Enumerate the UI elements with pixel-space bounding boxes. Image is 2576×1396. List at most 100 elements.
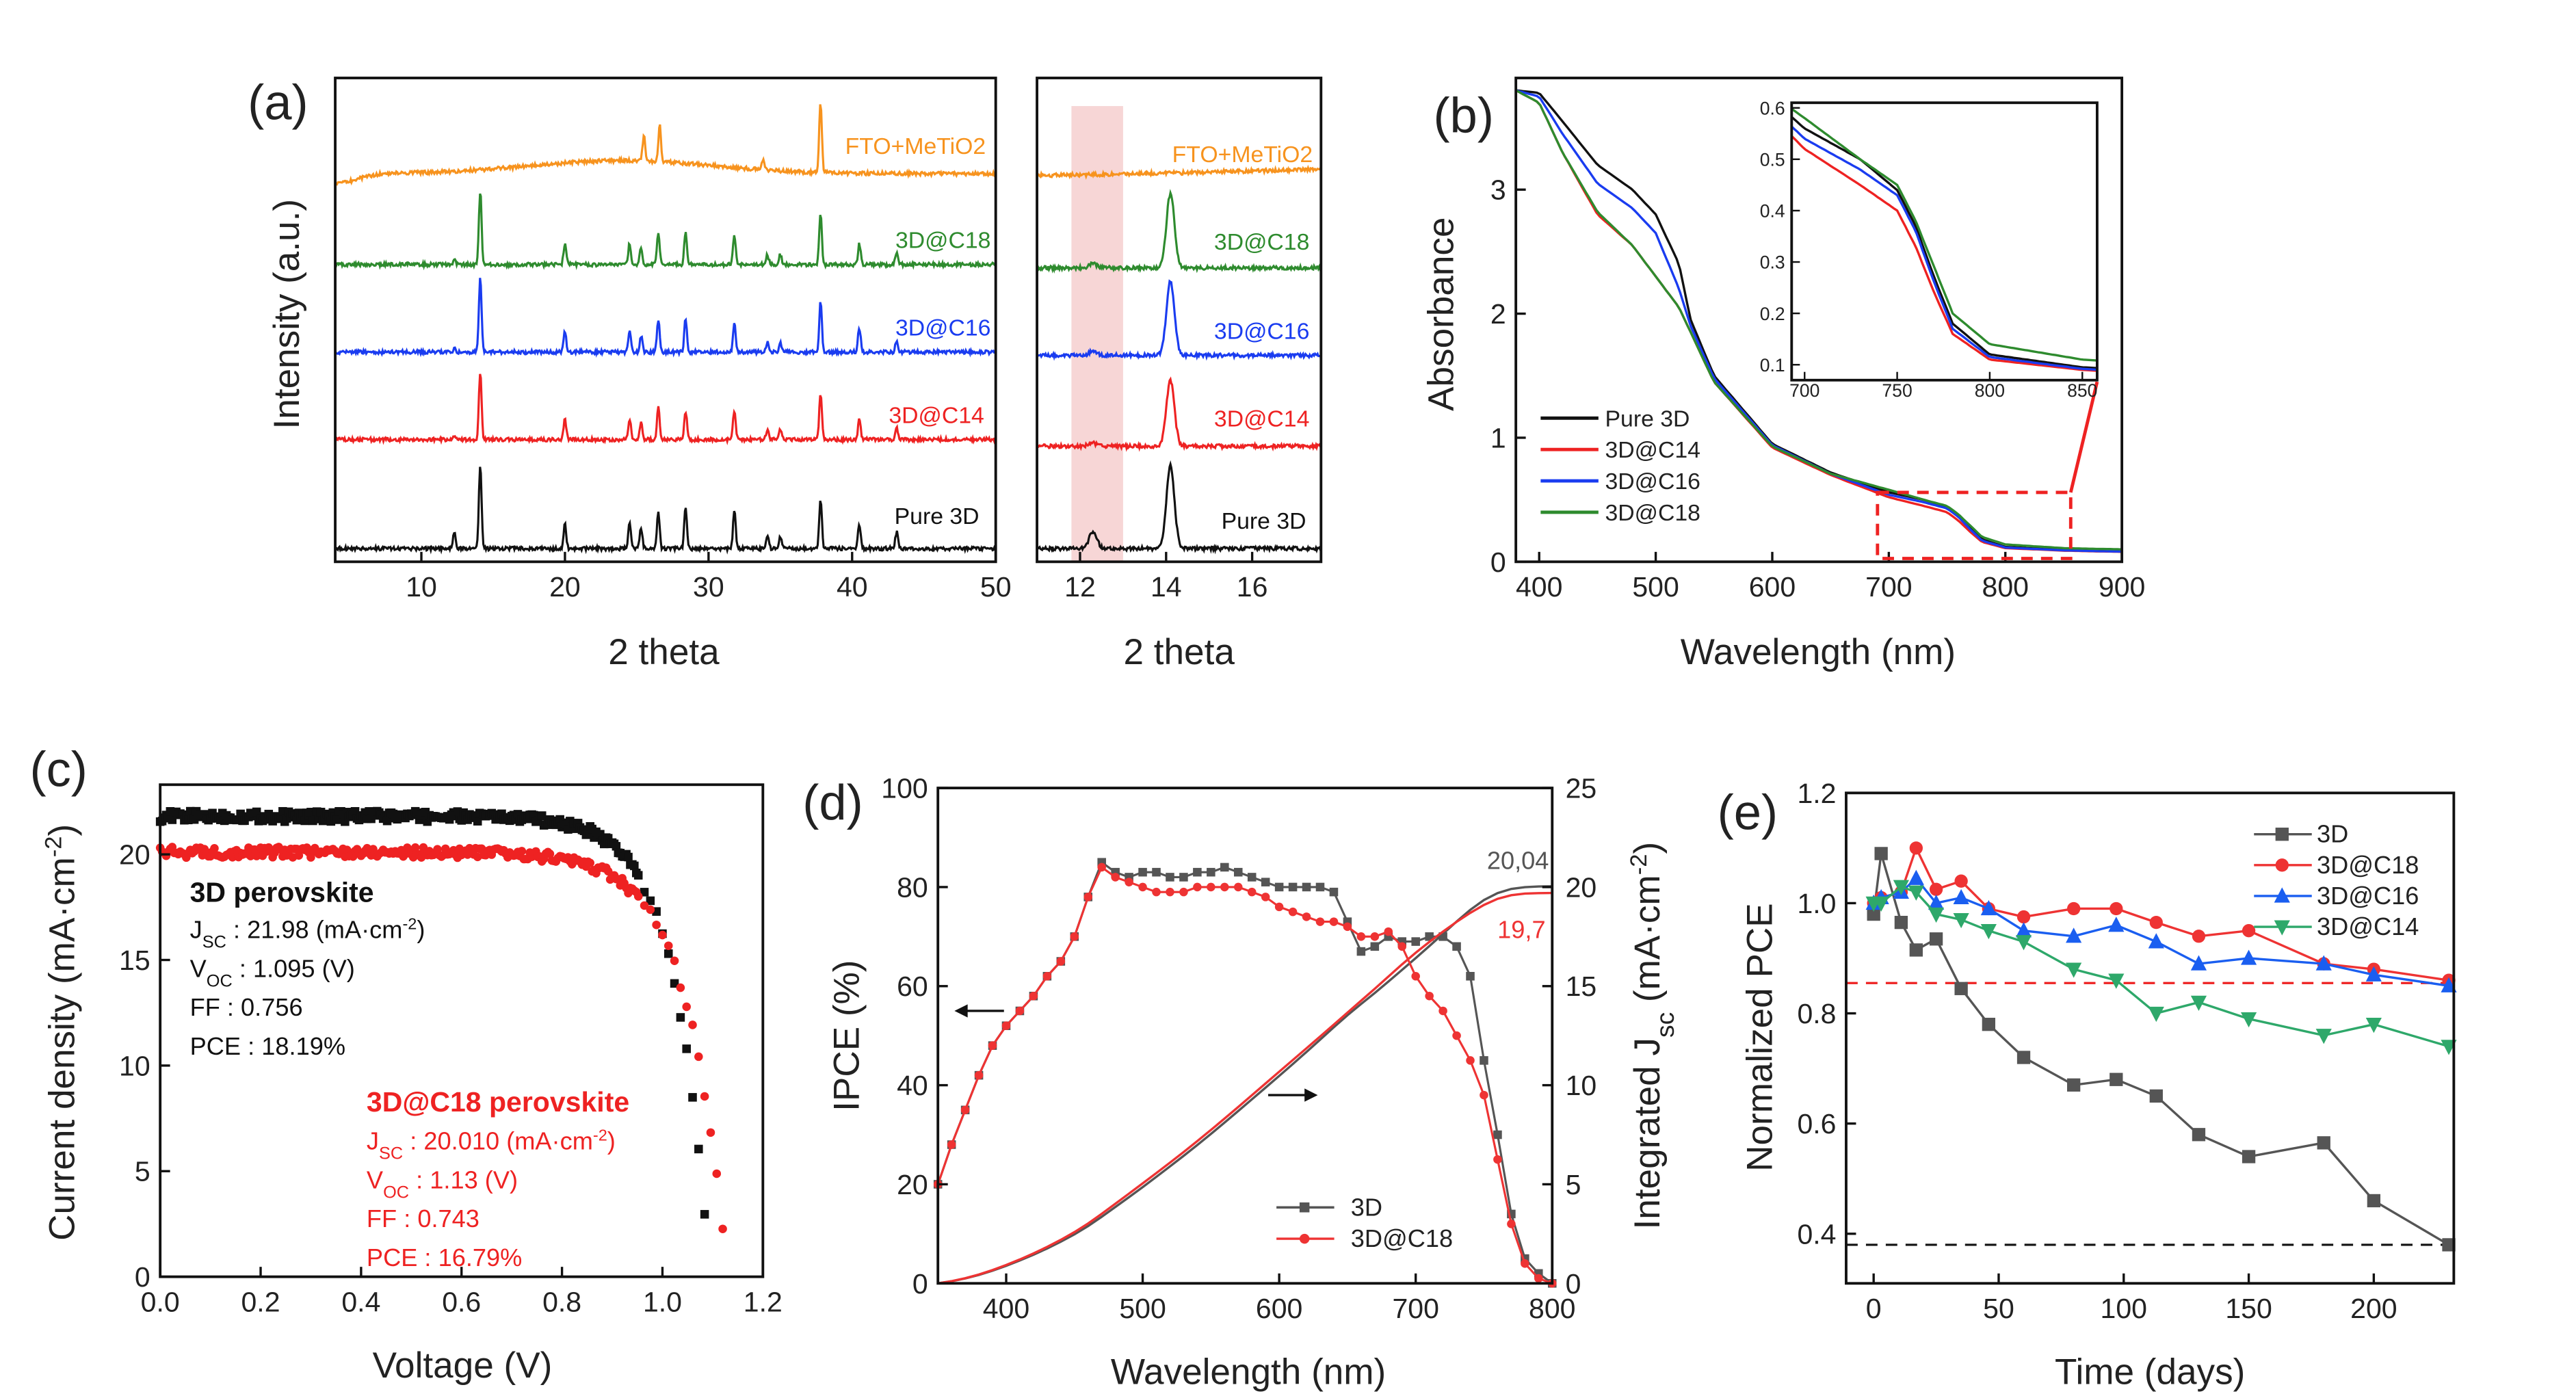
data-point bbox=[1908, 869, 1924, 885]
plot-frame bbox=[334, 77, 997, 564]
data-point bbox=[1982, 1018, 1996, 1031]
data-point bbox=[1179, 873, 1188, 882]
plot-frame bbox=[936, 787, 1554, 1285]
data-point bbox=[694, 1144, 703, 1154]
text-part: FF bbox=[367, 1204, 397, 1233]
y-axis-label: Normalized PCE bbox=[1739, 903, 1780, 1172]
zoom-series-label: Pure 3D bbox=[1222, 508, 1306, 534]
data-point bbox=[633, 892, 643, 901]
y-tick-label: 25 bbox=[1566, 773, 1597, 804]
data-point bbox=[1274, 882, 1284, 892]
x-tick-label: 0.2 bbox=[241, 1286, 280, 1317]
data-point bbox=[1343, 922, 1352, 932]
data-point bbox=[670, 979, 679, 988]
data-point bbox=[974, 1070, 984, 1080]
data-point bbox=[676, 1013, 685, 1022]
y-tick-label: 2 bbox=[1490, 298, 1506, 330]
x-axis-label: 2 theta bbox=[608, 632, 720, 672]
panel-a: (a) Intensity (a.u.) 2 theta 2 theta FTO+MeT… bbox=[248, 75, 1323, 672]
x-tick-label: 800 bbox=[1529, 1293, 1575, 1324]
text-part: OC bbox=[383, 1183, 409, 1202]
data-point bbox=[700, 1092, 709, 1101]
data-point bbox=[2275, 828, 2289, 841]
text-part: sc bbox=[1651, 1012, 1679, 1038]
panel-c: (c)Current density (mA·cm-2)Voltage (V)0… bbox=[29, 742, 782, 1386]
data-point bbox=[1928, 907, 1945, 923]
ipce-series-1: 19,7 bbox=[933, 862, 1557, 1288]
zoom-series-line bbox=[1036, 189, 1322, 274]
data-point bbox=[1425, 991, 1434, 1001]
data-point bbox=[1261, 878, 1270, 886]
zoom-region-marker bbox=[1876, 490, 2073, 560]
data-point bbox=[1356, 947, 1366, 956]
annotation-line: VOC : 1.095 (V) bbox=[190, 954, 355, 990]
y-tick-label: 40 bbox=[897, 1070, 928, 1101]
data-point bbox=[706, 1128, 715, 1137]
data-point bbox=[1370, 942, 1380, 951]
integrated-jsc-line bbox=[937, 891, 1553, 1285]
series-line bbox=[334, 373, 997, 446]
data-point bbox=[2190, 955, 2207, 971]
data-point bbox=[210, 844, 219, 853]
series-FTOMeTiO2: FTO+MeTiO2 FTO+MeTiO2 bbox=[334, 104, 1322, 186]
data-point bbox=[2110, 1072, 2123, 1086]
data-point bbox=[1980, 899, 1997, 916]
data-point bbox=[1466, 1056, 1475, 1065]
legend-label: 3D@C16 bbox=[1605, 469, 1700, 495]
y-tick-label: 20 bbox=[119, 839, 150, 871]
data-point bbox=[694, 1052, 703, 1062]
x-tick-label: 40 bbox=[837, 571, 868, 603]
y-tick-label: 0 bbox=[135, 1261, 150, 1293]
y-tick-label: 5 bbox=[135, 1156, 150, 1187]
data-point bbox=[1097, 862, 1106, 872]
data-point bbox=[1384, 927, 1393, 936]
text-part: : bbox=[417, 1243, 438, 1272]
annotation-line: FF : 0.756 bbox=[190, 993, 303, 1021]
data-point bbox=[2192, 1128, 2206, 1142]
legend-label: 3D@C14 bbox=[1605, 437, 1700, 463]
text-part: SC bbox=[379, 1144, 403, 1163]
data-point bbox=[1288, 882, 1298, 892]
data-point bbox=[1125, 878, 1133, 886]
data-point bbox=[1980, 924, 1997, 940]
data-point bbox=[517, 847, 527, 856]
y-tick-label: 10 bbox=[119, 1050, 150, 1081]
text-part: J bbox=[190, 916, 202, 944]
x-tick-label: 0.4 bbox=[341, 1286, 380, 1317]
text-part: 1.095 (V) bbox=[253, 954, 355, 982]
data-point bbox=[1233, 867, 1243, 877]
data-point bbox=[1220, 862, 1229, 872]
annotation-line: FF : 0.743 bbox=[367, 1204, 479, 1233]
x-tick-label: 500 bbox=[1119, 1293, 1166, 1324]
y-tick-label: 1.0 bbox=[1797, 888, 1836, 919]
x-tick-label: 0.6 bbox=[442, 1286, 481, 1317]
data-point bbox=[2274, 920, 2290, 936]
data-point bbox=[1207, 882, 1215, 892]
series-line bbox=[1872, 853, 2449, 1246]
data-point bbox=[1480, 1090, 1488, 1100]
data-point bbox=[1356, 932, 1366, 941]
data-point bbox=[640, 888, 649, 897]
data-point bbox=[1953, 888, 1969, 905]
data-point bbox=[1166, 887, 1174, 897]
data-point bbox=[1909, 943, 1923, 957]
data-point bbox=[2148, 933, 2164, 949]
x-tick-label: 800 bbox=[1982, 571, 2029, 603]
series-3DC16: 3D@C16 3D@C16 bbox=[334, 278, 1322, 361]
series-Pure3D: Pure 3D Pure 3D bbox=[334, 460, 1322, 555]
text-part: Integrated J bbox=[1627, 1038, 1668, 1229]
inset-series-line bbox=[1791, 125, 2098, 371]
y-tick-label: 0.6 bbox=[1760, 98, 1785, 118]
data-point bbox=[947, 1140, 956, 1149]
data-point bbox=[2066, 1078, 2081, 1092]
data-point bbox=[1299, 1233, 1310, 1244]
data-point bbox=[1299, 1202, 1310, 1213]
y-tick-label: 20 bbox=[1566, 871, 1597, 903]
series-3DC18: 3D@C18 3D@C18 bbox=[334, 189, 1322, 274]
text-part: : bbox=[397, 1204, 417, 1233]
data-point bbox=[646, 905, 655, 914]
series-label: 3D@C14 bbox=[889, 403, 984, 429]
inset-series-line bbox=[1791, 107, 2098, 362]
text-part: 16.79% bbox=[438, 1243, 523, 1272]
panel-e: (e) Normalized PCE Time (days) 3D 3D@C18 3D@C… bbox=[1718, 778, 2457, 1393]
